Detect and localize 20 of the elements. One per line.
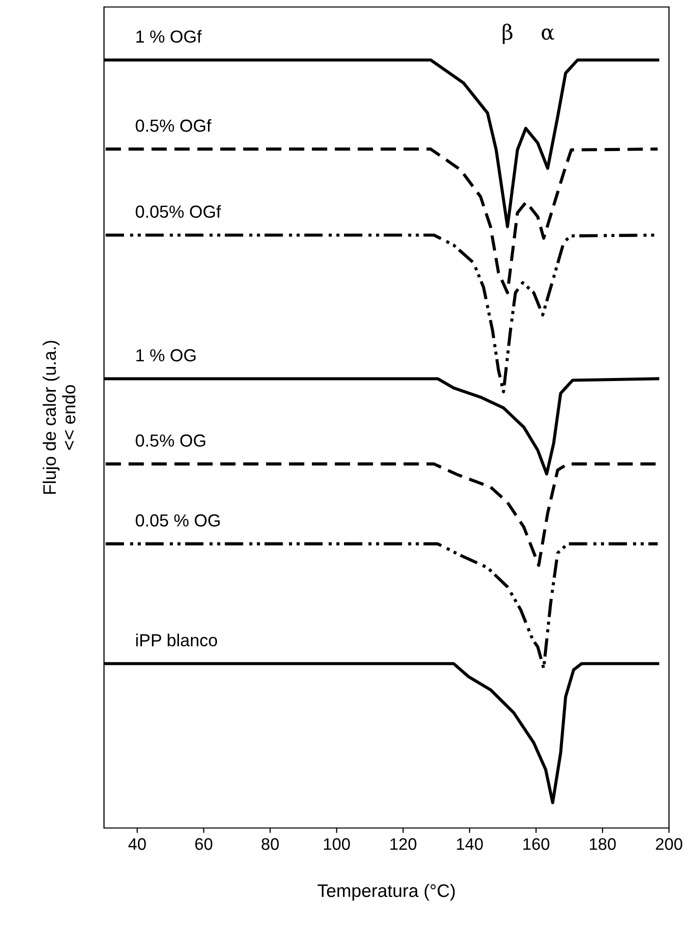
x-tick-label: 100 bbox=[324, 838, 350, 850]
text: α bbox=[542, 28, 554, 40]
series-label: 0.5% OG bbox=[136, 434, 206, 447]
x-tick-label: 60 bbox=[195, 838, 212, 850]
series-label: iPP blanco bbox=[136, 634, 218, 646]
text: β bbox=[502, 24, 512, 44]
series-label: 0.05% OGf bbox=[136, 205, 221, 218]
series-label: 1 % OGf bbox=[136, 30, 202, 43]
x-tick-label: 140 bbox=[456, 838, 483, 850]
x-tick-label: 40 bbox=[128, 838, 146, 850]
x-tick-label: 160 bbox=[523, 838, 550, 850]
series-label: 0.5% OGf bbox=[136, 119, 212, 132]
y-axis-title: Flujo de calor (u.a.) << endo bbox=[42, 340, 76, 494]
x-axis-title: Temperatura (°C) bbox=[318, 884, 455, 901]
x-tick-label: 120 bbox=[390, 838, 416, 850]
x-tick-label: 80 bbox=[262, 838, 279, 850]
x-tick-label: 180 bbox=[590, 838, 616, 850]
x-tick-label: 200 bbox=[656, 838, 682, 850]
series-label: 0.05 % OG bbox=[136, 514, 220, 527]
series-label: 1 % OG bbox=[136, 349, 196, 362]
